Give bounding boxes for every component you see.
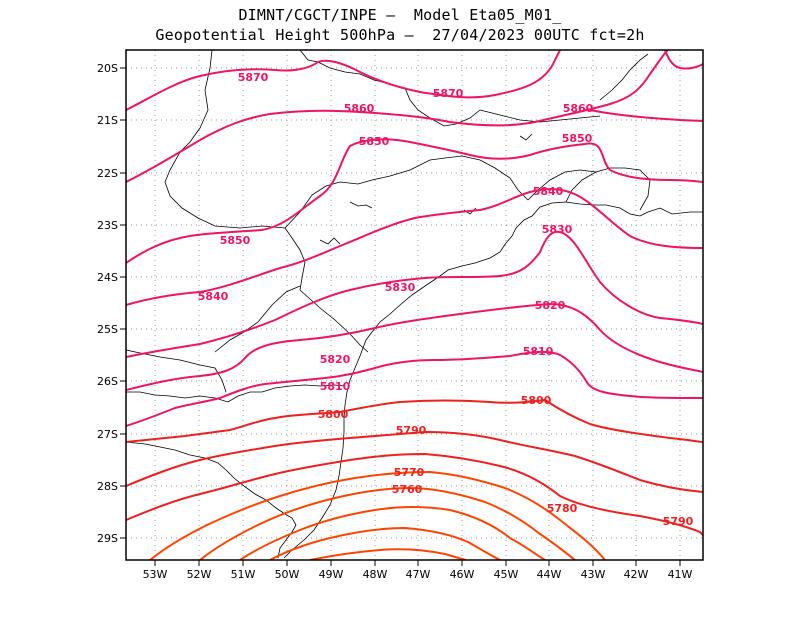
chart-title-line1: DIMNT/CGCT/INPE – Model Eta05_M01_ — [238, 6, 562, 24]
lon-label: 43W — [581, 568, 606, 581]
label-5850-east: 5850 — [562, 132, 593, 145]
chart-title-line2: Geopotential Height 500hPa – 27/04/2023 … — [155, 26, 645, 44]
lon-label: 51W — [231, 568, 256, 581]
border-mg-rj — [527, 169, 597, 201]
lat-label: 20S — [97, 62, 118, 75]
contour-5770 — [199, 486, 576, 560]
label-5830-east: 5830 — [542, 223, 573, 236]
reservoir — [319, 133, 533, 245]
border-sp-pr — [299, 289, 369, 353]
contour-5850 — [126, 138, 703, 264]
label-5790-center: 5790 — [396, 424, 427, 437]
lon-label: 44W — [537, 568, 562, 581]
border-sp-mg — [284, 155, 529, 229]
contour-5820 — [126, 302, 703, 391]
border-es — [599, 53, 649, 101]
lat-label: 26S — [97, 375, 118, 388]
lon-label: 53W — [143, 568, 168, 581]
lon-label: 47W — [406, 568, 431, 581]
lat-label: 24S — [97, 271, 118, 284]
contour-5750 — [269, 526, 501, 560]
lon-label: 42W — [624, 568, 649, 581]
label-5780: 5780 — [547, 502, 578, 515]
border-rj-es — [565, 167, 651, 211]
label-5840-east: 5840 — [533, 185, 564, 198]
label-5830-center: 5830 — [385, 281, 416, 294]
label-5850-center: 5850 — [359, 135, 390, 148]
contour-5790-b — [126, 452, 703, 536]
label-5770: 5770 — [394, 466, 425, 479]
contour-5780 — [149, 470, 606, 560]
contour-5860 — [126, 50, 669, 183]
label-5820-east: 5820 — [535, 299, 566, 312]
label-5840-west: 5840 — [198, 290, 229, 303]
contour-5810 — [126, 350, 703, 427]
border-ba-mg — [479, 109, 601, 123]
lat-label: 28S — [97, 480, 118, 493]
lat-label: 27S — [97, 428, 118, 441]
lon-label: 49W — [319, 568, 344, 581]
contour-5760 — [239, 506, 546, 560]
border-southwest — [126, 441, 297, 559]
label-5850-west: 5850 — [220, 234, 251, 247]
label-5800-east: 5800 — [521, 394, 552, 407]
lon-label: 52W — [187, 568, 212, 581]
lat-label: 21S — [97, 114, 118, 127]
contour-5870-a — [126, 50, 561, 111]
contour-5840 — [126, 188, 703, 306]
contour-5790 — [126, 430, 703, 493]
label-5810-west: 5810 — [320, 380, 351, 393]
lon-label: 50W — [275, 568, 300, 581]
lat-label: 23S — [97, 219, 118, 232]
contour-5740 — [309, 548, 467, 560]
label-5870-center: 5870 — [433, 87, 464, 100]
lon-label: 46W — [450, 568, 475, 581]
border-ms-pr — [214, 285, 301, 353]
border-parana-sc — [126, 384, 346, 403]
label-5760: 5760 — [392, 483, 423, 496]
lon-label: 48W — [363, 568, 388, 581]
label-5790-east: 5790 — [663, 515, 694, 528]
plot-frame — [125, 49, 704, 561]
lat-label: 22S — [97, 167, 118, 180]
label-5860-center: 5860 — [344, 102, 375, 115]
label-5860-east: 5860 — [563, 102, 594, 115]
label-5820-west: 5820 — [320, 353, 351, 366]
tick-marks — [120, 67, 681, 566]
lon-label: 41W — [668, 568, 693, 581]
contour-5830 — [126, 230, 703, 358]
lat-label: 25S — [97, 323, 118, 336]
contours — [126, 50, 703, 560]
border-mg-north — [317, 61, 481, 127]
label-5800-west: 5800 — [318, 408, 349, 421]
lon-label: 45W — [494, 568, 519, 581]
label-5810-east: 5810 — [523, 345, 554, 358]
lat-label: 29S — [97, 532, 118, 545]
border-go-mg — [299, 50, 319, 63]
contour-5870-b — [664, 50, 703, 70]
lat-lon-grid — [126, 50, 703, 560]
lat-axis-labels: 20S 21S 22S 23S 24S 25S 26S 27S 28S 29S — [97, 62, 118, 545]
coastline-and-borders — [126, 50, 703, 559]
contour-5800 — [126, 398, 703, 443]
border-ms-go — [164, 50, 286, 229]
contour-5860-b — [589, 109, 703, 122]
contour-labels: 5870 5870 5860 5860 5850 5850 5850 5840 … — [198, 71, 694, 528]
lon-axis-labels: 53W 52W 51W 50W 49W 48W 47W 46W 45W 44W … — [143, 568, 693, 581]
border-ms-sp — [284, 227, 306, 291]
label-5870-west: 5870 — [238, 71, 269, 84]
